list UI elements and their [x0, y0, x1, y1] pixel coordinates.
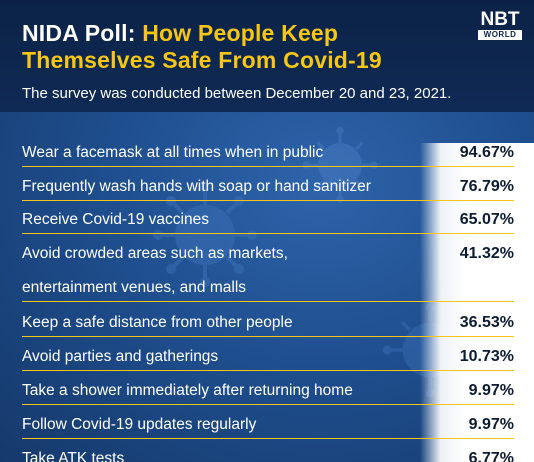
row-label: Take a shower immediately after returnin… [22, 382, 353, 399]
row-label: Keep a safe distance from other people [22, 314, 293, 331]
row-label: Wear a facemask at all times when in pub… [22, 144, 324, 161]
table-row: Frequently wash hands with soap or hand … [22, 174, 514, 201]
title-prefix: NIDA Poll: [22, 20, 136, 46]
row-value: 6.77% [468, 450, 514, 462]
row-label: Avoid parties and gatherings [22, 348, 219, 365]
table-row: Take ATK tests 6.77% [22, 446, 514, 462]
table-row: Take a shower immediately after returnin… [22, 378, 514, 405]
row-label-line-2: entertainment venues, and malls [22, 279, 247, 296]
subtitle: The survey was conducted between Decembe… [22, 85, 452, 102]
row-value: 41.32% [459, 245, 514, 262]
table-row: Receive Covid-19 vaccines 65.07% [22, 207, 514, 234]
row-value: 65.07% [459, 211, 514, 228]
table-row: Wear a facemask at all times when in pub… [22, 140, 514, 167]
row-value: 76.79% [459, 178, 514, 195]
row-label: Follow Covid-19 updates regularly [22, 416, 257, 433]
table-row: Follow Covid-19 updates regularly 9.97% [22, 412, 514, 439]
logo-main-text: NBT [480, 9, 520, 30]
row-label: Receive Covid-19 vaccines [22, 211, 209, 228]
row-label: Frequently wash hands with soap or hand … [22, 178, 371, 195]
row-value: 36.53% [459, 314, 514, 331]
table-row-continued: entertainment venues, and malls [22, 275, 514, 302]
row-value: 10.73% [459, 348, 514, 365]
row-label: Take ATK tests [22, 450, 125, 462]
coronavirus-icon [153, 183, 257, 287]
table-row: Avoid crowded areas such as markets, 41.… [22, 241, 514, 267]
row-value: 9.97% [468, 416, 514, 433]
row-value: 94.67% [459, 144, 514, 161]
nbt-world-logo: NBT WORLD [476, 10, 524, 40]
title-highlight: How People Keep [142, 20, 339, 46]
header: NIDA Poll: How People Keep Themselves Sa… [0, 0, 534, 112]
table-row: Avoid parties and gatherings 10.73% [22, 344, 514, 371]
row-value: 9.97% [468, 382, 514, 399]
row-label: Avoid crowded areas such as markets, [22, 245, 288, 262]
page-title-line-2: Themselves Safe From Covid-19 [22, 47, 382, 73]
page-title-line-1: NIDA Poll: How People Keep [22, 20, 338, 47]
table-row: Keep a safe distance from other people 3… [22, 310, 514, 337]
logo-sub-text: WORLD [478, 30, 522, 40]
value-column-background [420, 143, 534, 462]
